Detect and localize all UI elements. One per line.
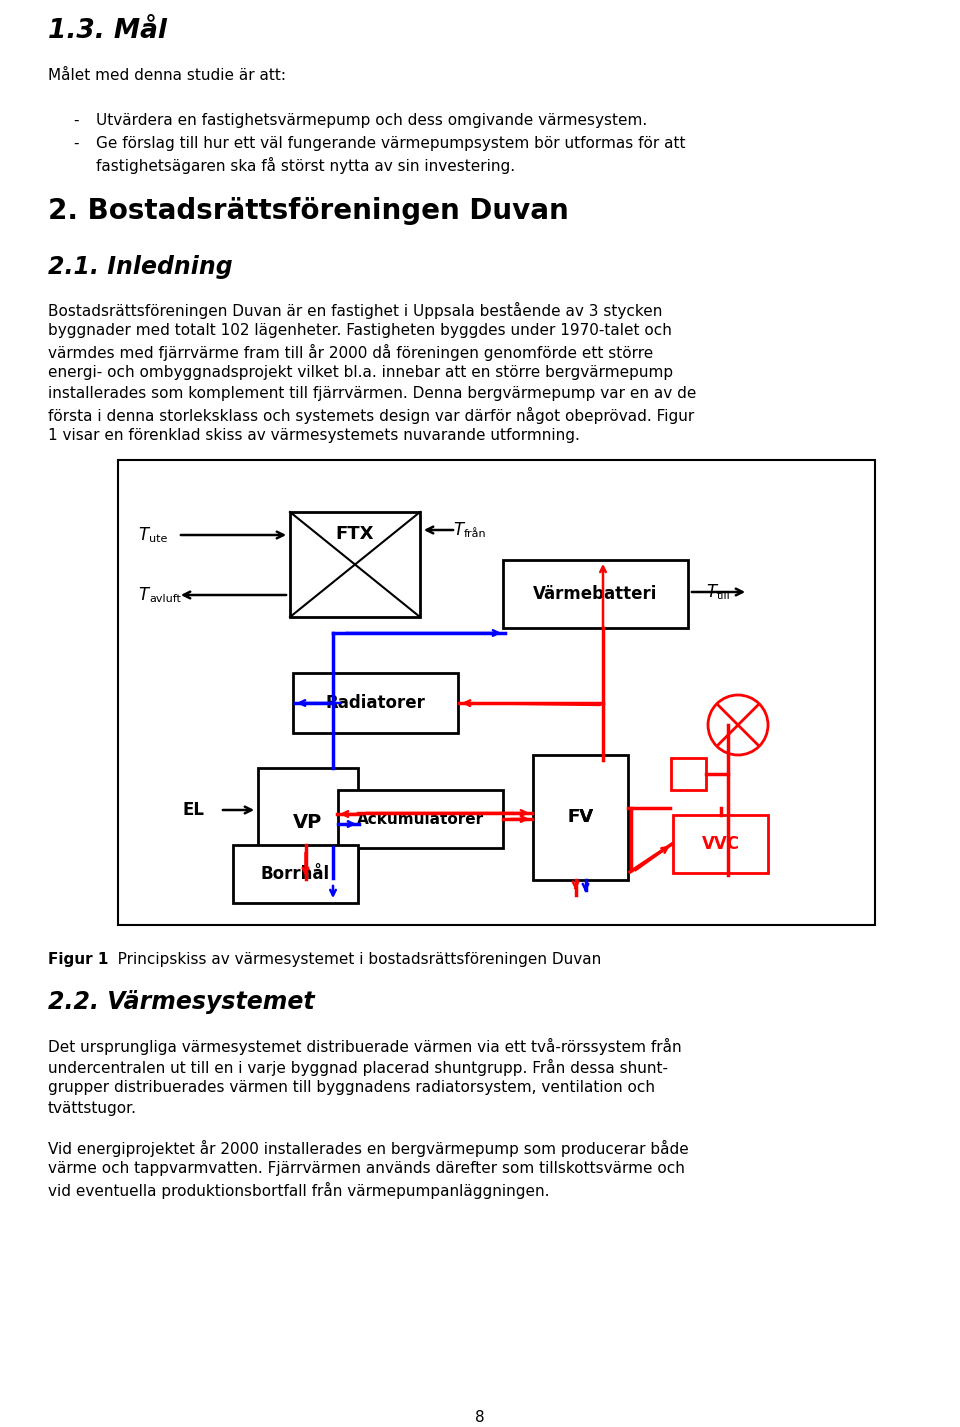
- Text: 2.1. Inledning: 2.1. Inledning: [48, 255, 232, 280]
- Text: 2. Bostadsrättsföreningen Duvan: 2. Bostadsrättsföreningen Duvan: [48, 197, 568, 225]
- Text: byggnader med totalt 102 lägenheter. Fastigheten byggdes under 1970-talet och: byggnader med totalt 102 lägenheter. Fas…: [48, 323, 672, 338]
- Text: vid eventuella produktionsbortfall från värmepumpanläggningen.: vid eventuella produktionsbortfall från …: [48, 1182, 549, 1199]
- Text: Det ursprungliga värmesystemet distribuerade värmen via ett två-rörssystem från: Det ursprungliga värmesystemet distribue…: [48, 1037, 682, 1055]
- Text: T: T: [706, 584, 716, 601]
- Bar: [338, 791, 503, 848]
- Text: från: från: [464, 529, 487, 539]
- Bar: [533, 755, 628, 880]
- Bar: [290, 512, 420, 616]
- Text: ute: ute: [149, 534, 167, 544]
- Bar: [258, 768, 358, 878]
- Text: Bostadsrättsföreningen Duvan är en fastighet i Uppsala bestående av 3 stycken: Bostadsrättsföreningen Duvan är en fasti…: [48, 303, 662, 320]
- Text: Principskiss av värmesystemet i bostadsrättsföreningen Duvan: Principskiss av värmesystemet i bostadsr…: [103, 952, 601, 968]
- Text: FV: FV: [567, 809, 593, 826]
- Bar: [673, 815, 768, 873]
- Text: T: T: [138, 527, 148, 544]
- Text: 1 visar en förenklad skiss av värmesystemets nuvarande utformning.: 1 visar en förenklad skiss av värmesyste…: [48, 428, 580, 442]
- Bar: [503, 559, 688, 628]
- Text: -: -: [73, 136, 79, 151]
- Text: till: till: [717, 591, 731, 601]
- Text: T: T: [453, 521, 463, 539]
- Text: FV: FV: [567, 809, 593, 826]
- Text: tvättstugor.: tvättstugor.: [48, 1102, 137, 1116]
- Text: FTX: FTX: [336, 525, 374, 544]
- Text: energi- och ombyggnadsprojekt vilket bl.a. innebar att en större bergvärmepump: energi- och ombyggnadsprojekt vilket bl.…: [48, 365, 673, 380]
- Text: -: -: [73, 113, 79, 128]
- Bar: [293, 674, 458, 733]
- Text: Ge förslag till hur ett väl fungerande värmepumpsystem bör utformas för att: Ge förslag till hur ett väl fungerande v…: [96, 136, 685, 151]
- Text: EL: EL: [183, 801, 205, 819]
- Bar: [118, 459, 875, 925]
- Text: Figur 1: Figur 1: [48, 952, 108, 968]
- Text: 2.2. Värmesystemet: 2.2. Värmesystemet: [48, 990, 315, 1015]
- Text: Värmebatteri: Värmebatteri: [534, 585, 658, 604]
- Text: 8: 8: [475, 1410, 485, 1426]
- Text: Utvärdera en fastighetsvärmepump och dess omgivande värmesystem.: Utvärdera en fastighetsvärmepump och des…: [96, 113, 647, 128]
- Text: T: T: [138, 586, 148, 604]
- Text: Borrhål: Borrhål: [261, 865, 330, 883]
- Text: grupper distribuerades värmen till byggnadens radiatorsystem, ventilation och: grupper distribuerades värmen till byggn…: [48, 1080, 655, 1095]
- Text: första i denna storleksklass och systemets design var därför något obeprövad. Fi: första i denna storleksklass och systeme…: [48, 407, 694, 424]
- Text: avluft: avluft: [149, 594, 180, 604]
- Text: installerades som komplement till fjärrvärmen. Denna bergvärmepump var en av de: installerades som komplement till fjärrv…: [48, 385, 696, 401]
- Text: fastighetsägaren ska få störst nytta av sin investering.: fastighetsägaren ska få störst nytta av …: [96, 157, 516, 174]
- Bar: [233, 845, 358, 903]
- Text: Radiatorer: Radiatorer: [325, 694, 425, 712]
- Text: Målet med denna studie är att:: Målet med denna studie är att:: [48, 68, 286, 83]
- Text: värmdes med fjärrvärme fram till år 2000 då föreningen genomförde ett större: värmdes med fjärrvärme fram till år 2000…: [48, 344, 653, 361]
- Text: värme och tappvarmvatten. Fjärrvärmen används därefter som tillskottsvärme och: värme och tappvarmvatten. Fjärrvärmen an…: [48, 1162, 684, 1176]
- Text: VVC: VVC: [702, 835, 739, 853]
- Text: Ackumulatorer: Ackumulatorer: [357, 812, 484, 826]
- Text: VP: VP: [294, 813, 323, 832]
- Text: 1.3. Mål: 1.3. Mål: [48, 19, 167, 44]
- Text: Vid energiprojektet år 2000 installerades en bergvärmepump som producerar både: Vid energiprojektet år 2000 installerade…: [48, 1140, 688, 1157]
- Text: undercentralen ut till en i varje byggnad placerad shuntgrupp. Från dessa shunt-: undercentralen ut till en i varje byggna…: [48, 1059, 668, 1076]
- Bar: [671, 758, 706, 791]
